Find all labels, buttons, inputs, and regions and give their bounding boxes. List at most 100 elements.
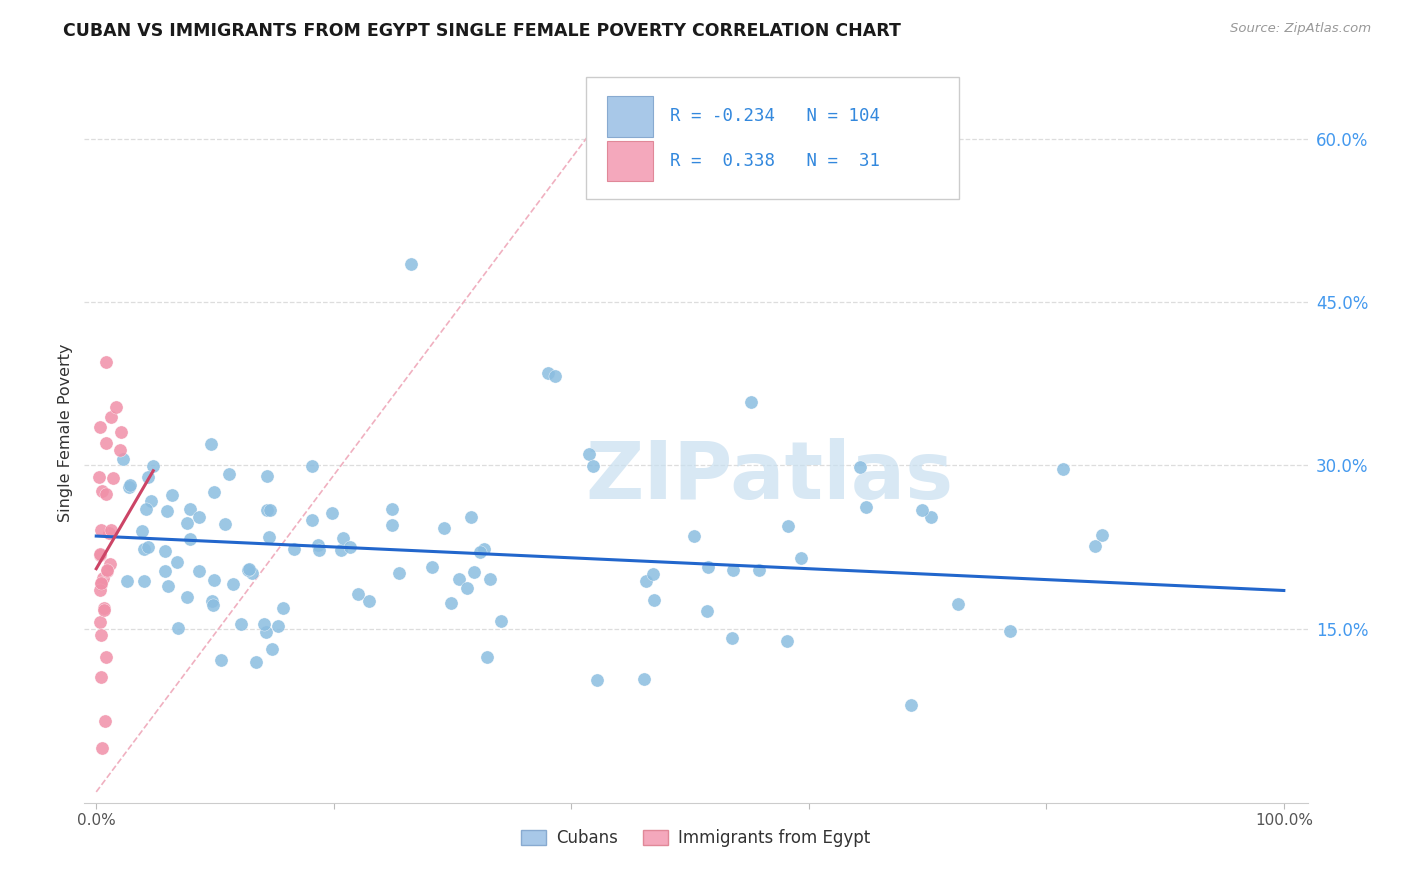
Point bbox=[259, 503, 281, 517]
Text: R = -0.234   N = 104: R = -0.234 N = 104 bbox=[671, 108, 880, 126]
Point bbox=[89, 547, 111, 561]
Point bbox=[100, 409, 122, 424]
Point bbox=[301, 513, 323, 527]
Point bbox=[179, 532, 201, 546]
Point bbox=[307, 538, 329, 552]
Point bbox=[112, 452, 135, 467]
Text: Source: ZipAtlas.com: Source: ZipAtlas.com bbox=[1230, 22, 1371, 36]
Point bbox=[97, 526, 120, 541]
Text: CUBAN VS IMMIGRANTS FROM EGYPT SINGLE FEMALE POVERTY CORRELATION CHART: CUBAN VS IMMIGRANTS FROM EGYPT SINGLE FE… bbox=[63, 22, 901, 40]
Point bbox=[91, 741, 114, 756]
Point bbox=[357, 594, 380, 608]
Point bbox=[776, 633, 799, 648]
Point bbox=[489, 615, 512, 629]
Point bbox=[96, 563, 118, 577]
Point bbox=[201, 594, 224, 608]
Point bbox=[456, 581, 478, 595]
Point bbox=[142, 458, 165, 473]
Point bbox=[118, 480, 141, 494]
Point bbox=[108, 443, 131, 458]
Point bbox=[91, 571, 114, 585]
Point bbox=[339, 540, 361, 554]
Point bbox=[90, 523, 112, 537]
Point bbox=[433, 521, 456, 535]
Point bbox=[260, 641, 283, 656]
Point bbox=[440, 596, 463, 610]
Point bbox=[1091, 528, 1114, 542]
Point bbox=[236, 563, 259, 577]
Point bbox=[266, 619, 288, 633]
Point bbox=[283, 541, 305, 556]
Point bbox=[381, 501, 404, 516]
Point bbox=[90, 670, 112, 684]
Point bbox=[93, 714, 115, 728]
Point bbox=[240, 566, 263, 580]
Point bbox=[301, 459, 323, 474]
Point bbox=[100, 557, 122, 571]
Point bbox=[110, 425, 132, 439]
Point bbox=[920, 509, 942, 524]
Point bbox=[87, 470, 110, 484]
Point bbox=[176, 516, 198, 531]
Point bbox=[201, 598, 224, 612]
Point bbox=[93, 603, 115, 617]
Point bbox=[94, 487, 117, 501]
Point bbox=[1084, 539, 1107, 553]
Point bbox=[222, 577, 245, 591]
Point bbox=[89, 582, 111, 597]
Point bbox=[308, 543, 330, 558]
Point bbox=[849, 459, 872, 474]
Point bbox=[633, 672, 655, 686]
Point bbox=[740, 394, 762, 409]
Point bbox=[118, 478, 141, 492]
Point bbox=[131, 524, 153, 538]
Point bbox=[231, 616, 253, 631]
Point bbox=[204, 573, 226, 587]
Point bbox=[160, 488, 183, 502]
Point bbox=[115, 574, 138, 588]
Point bbox=[332, 531, 354, 545]
Point bbox=[176, 590, 198, 604]
Point bbox=[790, 551, 813, 566]
Point bbox=[135, 502, 157, 516]
Point bbox=[855, 500, 877, 515]
Point bbox=[101, 471, 124, 485]
Point bbox=[643, 593, 665, 607]
Point bbox=[156, 504, 179, 518]
Point bbox=[381, 517, 404, 532]
Point bbox=[910, 503, 932, 517]
Legend: Cubans, Immigrants from Egypt: Cubans, Immigrants from Egypt bbox=[515, 822, 877, 854]
FancyBboxPatch shape bbox=[606, 141, 654, 181]
Point bbox=[90, 576, 112, 591]
Point bbox=[166, 621, 188, 635]
Point bbox=[420, 559, 443, 574]
Point bbox=[900, 698, 922, 712]
Point bbox=[90, 628, 112, 642]
Point bbox=[245, 655, 267, 669]
Point bbox=[256, 502, 278, 516]
Point bbox=[477, 650, 499, 665]
Point bbox=[93, 600, 115, 615]
FancyBboxPatch shape bbox=[586, 78, 959, 200]
Point bbox=[89, 549, 111, 563]
Point bbox=[388, 566, 411, 580]
Point bbox=[463, 565, 485, 579]
Point bbox=[447, 573, 470, 587]
Point bbox=[214, 516, 236, 531]
Point bbox=[96, 649, 118, 664]
Point bbox=[578, 447, 600, 461]
Point bbox=[776, 518, 799, 533]
Point bbox=[257, 530, 280, 544]
Point bbox=[90, 575, 112, 590]
Point bbox=[256, 468, 278, 483]
Point bbox=[472, 541, 495, 556]
Point bbox=[696, 560, 718, 574]
Point bbox=[544, 368, 567, 383]
Point bbox=[89, 615, 111, 629]
Point bbox=[200, 437, 222, 451]
Point bbox=[253, 617, 276, 632]
Point bbox=[683, 529, 706, 543]
Point bbox=[96, 435, 118, 450]
Point bbox=[136, 470, 159, 484]
Point bbox=[156, 579, 179, 593]
